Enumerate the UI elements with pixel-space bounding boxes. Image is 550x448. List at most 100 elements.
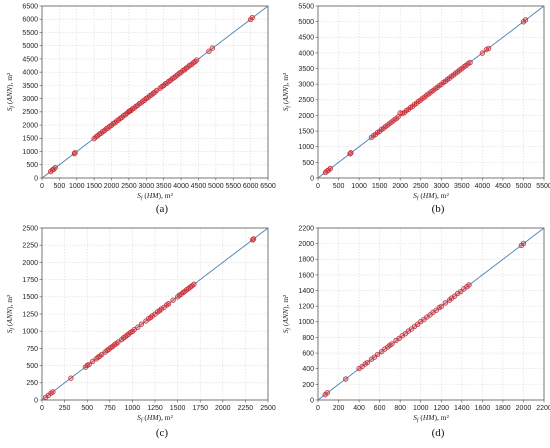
data-point [52,165,58,171]
y-tick-label: 6000 [22,17,38,24]
y-tick-label: 3500 [22,83,38,90]
y-tick-label: 500 [302,160,314,167]
y-tick-label: 6500 [22,3,38,10]
data-point [249,14,256,21]
x-axis-label: Sf (HM), m² [413,413,449,424]
x-tick-label: 5000 [208,183,224,190]
x-tick-label: 1400 [454,405,470,412]
data-point [138,321,145,327]
y-tick-label: 2500 [22,109,38,116]
y-tick-label: 0 [310,175,314,182]
data-point [520,240,527,247]
data-point [348,150,354,156]
x-tick-label: 600 [374,405,386,412]
y-tick-label: 0 [34,175,38,182]
x-tick-label: 5500 [536,183,550,190]
y-tick-label: 1750 [22,277,38,284]
y-tick-label: 1000 [298,319,314,326]
y-tick-label: 1800 [298,257,314,264]
y-tick-label: 1250 [22,311,38,318]
x-tick-label: 2000 [104,183,120,190]
data-point [467,59,473,66]
data-point [327,165,333,172]
y-tick-label: 5000 [298,19,314,26]
x-tick-label: 4000 [173,183,189,190]
plot-frame [317,227,545,401]
data-point [324,390,330,396]
y-tick-label: 4000 [22,70,38,77]
x-tick-label: 2500 [121,183,137,190]
x-tick-label: 400 [353,405,365,412]
x-tick-label: 5000 [516,183,532,190]
y-tick-label: 4500 [298,35,314,42]
plot-frame [317,5,545,179]
data-point [135,324,141,330]
x-tick-label: 0 [40,183,44,190]
x-tick-label: 3500 [156,183,172,190]
x-tick-label: 1000 [413,405,429,412]
x-tick-label: 1200 [433,405,449,412]
reference-line [317,227,545,401]
y-tick-label: 5500 [298,3,314,10]
x-tick-label: 2000 [392,183,408,190]
x-tick-label: 1000 [125,405,141,412]
data-point [479,50,486,56]
data-point [68,375,74,381]
x-tick-label: 1500 [86,183,102,190]
y-tick-label: 3500 [298,66,314,73]
y-tick-label: 200 [302,382,314,389]
y-tick-label: 2250 [22,243,38,250]
x-tick-label: 1750 [192,405,208,412]
x-tick-label: 1250 [147,405,163,412]
data-point [158,306,164,312]
y-tick-label: 2500 [298,97,314,104]
data-point [364,359,370,366]
y-axis-label: Sf (ANN), m² [281,72,292,111]
x-tick-label: 3500 [454,183,470,190]
y-axis-label: Sf (ANN), m² [5,294,16,333]
y-tick-label: 1400 [298,288,314,295]
y-tick-label: 0 [34,397,38,404]
y-tick-label: 1500 [22,294,38,301]
y-tick-label: 1000 [22,149,38,156]
x-tick-label: 1500 [372,183,388,190]
y-tick-label: 3000 [22,96,38,103]
x-tick-label: 750 [104,405,116,412]
data-point [170,297,176,303]
x-tick-label: 5500 [225,183,241,190]
y-tick-label: 1500 [22,136,38,143]
x-tick-label: 2500 [413,183,429,190]
y-tick-label: 5500 [22,30,38,37]
y-tick-label: 1000 [22,329,38,336]
y-axis-label: Sf (ANN), m² [5,72,16,111]
data-point [50,389,56,395]
data-point [209,45,216,51]
chart-panel-d: 00 200 200 400 400 600 600 800 800 1000 1000 1200 12… [281,225,550,439]
x-tick-label: 0 [40,405,44,412]
x-tick-label: 1600 [475,405,491,412]
x-tick-label: 500 [54,183,66,190]
y-tick-label: 750 [26,346,38,353]
data-point [389,341,395,347]
x-tick-label: 1000 [351,183,367,190]
y-tick-label: 500 [26,162,38,169]
x-axis-label: Sf (HM), m² [137,191,173,202]
y-tick-label: 2200 [298,225,314,232]
x-tick-label: 500 [333,183,345,190]
data-point [194,57,200,63]
y-tick-label: 5000 [22,43,38,50]
x-tick-label: 6500 [260,183,276,190]
x-tick-label: 1000 [69,183,85,190]
x-tick-label: 2500 [260,405,276,412]
data-point [206,48,212,54]
x-tick-label: 4000 [475,183,491,190]
data-point [99,351,105,358]
y-tick-label: 1200 [298,304,314,311]
x-tick-label: 2250 [238,405,254,412]
y-tick-label: 500 [26,363,38,370]
panel-caption: (a) [156,203,169,215]
y-tick-label: 4500 [22,56,38,63]
data-point [442,300,449,306]
data-point [343,376,349,382]
